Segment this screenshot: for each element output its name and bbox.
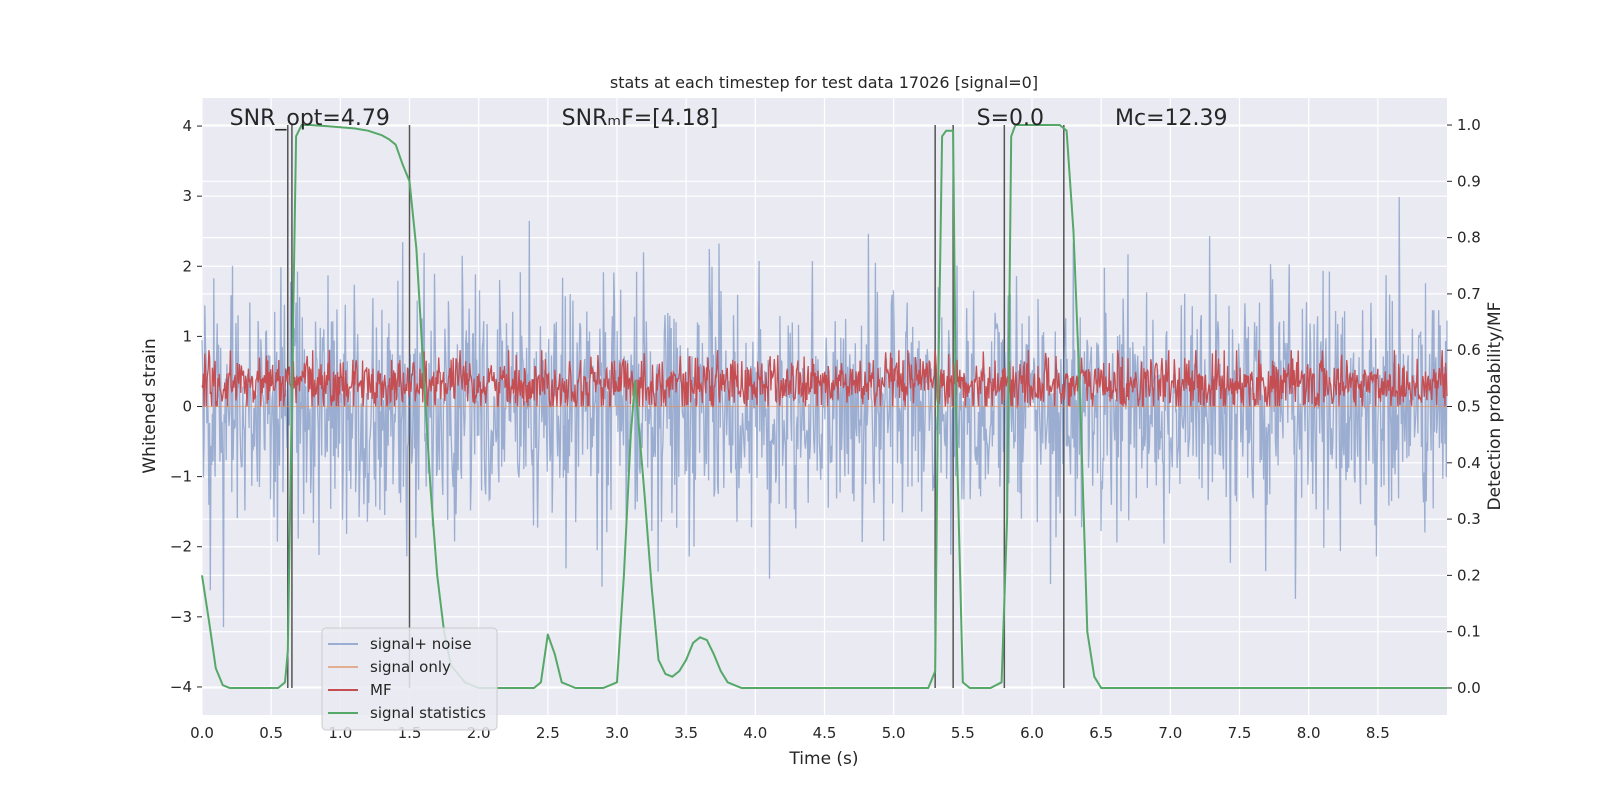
annotation-2: S=0.0 — [977, 106, 1044, 131]
y-tick-label: 4 — [182, 117, 192, 135]
y-tick-label: 0 — [182, 398, 192, 416]
x-tick-label: 8.5 — [1366, 724, 1390, 742]
series-signal-statistics — [201, 124, 1447, 689]
y-tick-label: −2 — [170, 538, 192, 556]
legend-label: signal only — [370, 658, 451, 676]
annotation-0: SNR_opt=4.79 — [230, 106, 390, 131]
y-axis-label: Whitened strain — [140, 338, 160, 473]
annotation-1: SNRₘF=[4.18] — [562, 106, 719, 131]
x-tick-label: 8.0 — [1297, 724, 1321, 742]
y2-tick-label: 0.4 — [1457, 454, 1481, 472]
annotations: SNR_opt=4.79 SNRₘF=[4.18] S=0.0 Mᴄ=12.39 — [230, 106, 1228, 131]
chart-title: stats at each timestep for test data 170… — [610, 73, 1038, 92]
x-tick-label: 4.5 — [813, 724, 837, 742]
y2-tick-label: 0.8 — [1457, 229, 1481, 247]
annotation-3: Mᴄ=12.39 — [1115, 106, 1228, 131]
y-tick-label: 1 — [182, 327, 192, 345]
x-tick-label: 5.5 — [951, 724, 975, 742]
y-tick-label: −4 — [170, 678, 192, 696]
x-tick-label: 6.5 — [1089, 724, 1113, 742]
x-tick-label: 7.5 — [1228, 724, 1252, 742]
x-tick-label: 2.5 — [536, 724, 560, 742]
legend-label: signal+ noise — [370, 635, 472, 653]
y2-axis-ticks: 0.0 0.1 0.2 0.3 0.4 0.5 0.6 0.7 0.8 0.9 1.0 — [1447, 116, 1481, 697]
y2-tick-label: 0.2 — [1457, 566, 1481, 584]
y2-tick-label: 1.0 — [1457, 116, 1481, 134]
y-tick-label: 2 — [182, 257, 192, 275]
line-mf — [201, 350, 1448, 409]
x-tick-label: 7.0 — [1158, 724, 1182, 742]
x-tick-label: 3.5 — [674, 724, 698, 742]
y-tick-label: −3 — [170, 608, 192, 626]
x-axis-label: Time (s) — [788, 749, 858, 769]
x-tick-label: 6.0 — [1020, 724, 1044, 742]
y2-tick-label: 0.3 — [1457, 510, 1481, 528]
legend-label: MF — [370, 681, 392, 699]
x-tick-label: 5.0 — [882, 724, 906, 742]
x-tick-label: 4.0 — [743, 724, 767, 742]
y2-tick-label: 0.7 — [1457, 285, 1481, 303]
x-tick-label: 0.5 — [259, 724, 283, 742]
y2-tick-label: 0.6 — [1457, 341, 1481, 359]
y2-tick-label: 0.5 — [1457, 398, 1481, 416]
x-tick-label: 0.0 — [190, 724, 214, 742]
x-axis-ticks: 0.0 0.5 1.0 1.5 2.0 2.5 3.0 3.5 4.0 4.5 5.0 5.5 6.0 6… — [190, 724, 1390, 742]
y2-tick-label: 0.9 — [1457, 172, 1481, 190]
legend-box — [321, 627, 498, 731]
legend: signal+ noise signal only MF signal statist… — [321, 627, 498, 731]
legend-label: signal statistics — [370, 704, 486, 722]
x-tick-label: 3.0 — [605, 724, 629, 742]
y2-tick-label: 0.1 — [1457, 623, 1481, 641]
y2-tick-label: 0.0 — [1457, 679, 1481, 697]
y2-axis-label: Detection probability/MF — [1485, 302, 1505, 511]
y-tick-label: −1 — [170, 468, 192, 486]
line-signal-statistics — [201, 124, 1447, 689]
y-tick-label: 3 — [182, 187, 192, 205]
series-mf — [201, 350, 1448, 409]
y-axis-ticks: −4 −3 −2 −1 0 1 2 3 4 — [170, 117, 202, 696]
